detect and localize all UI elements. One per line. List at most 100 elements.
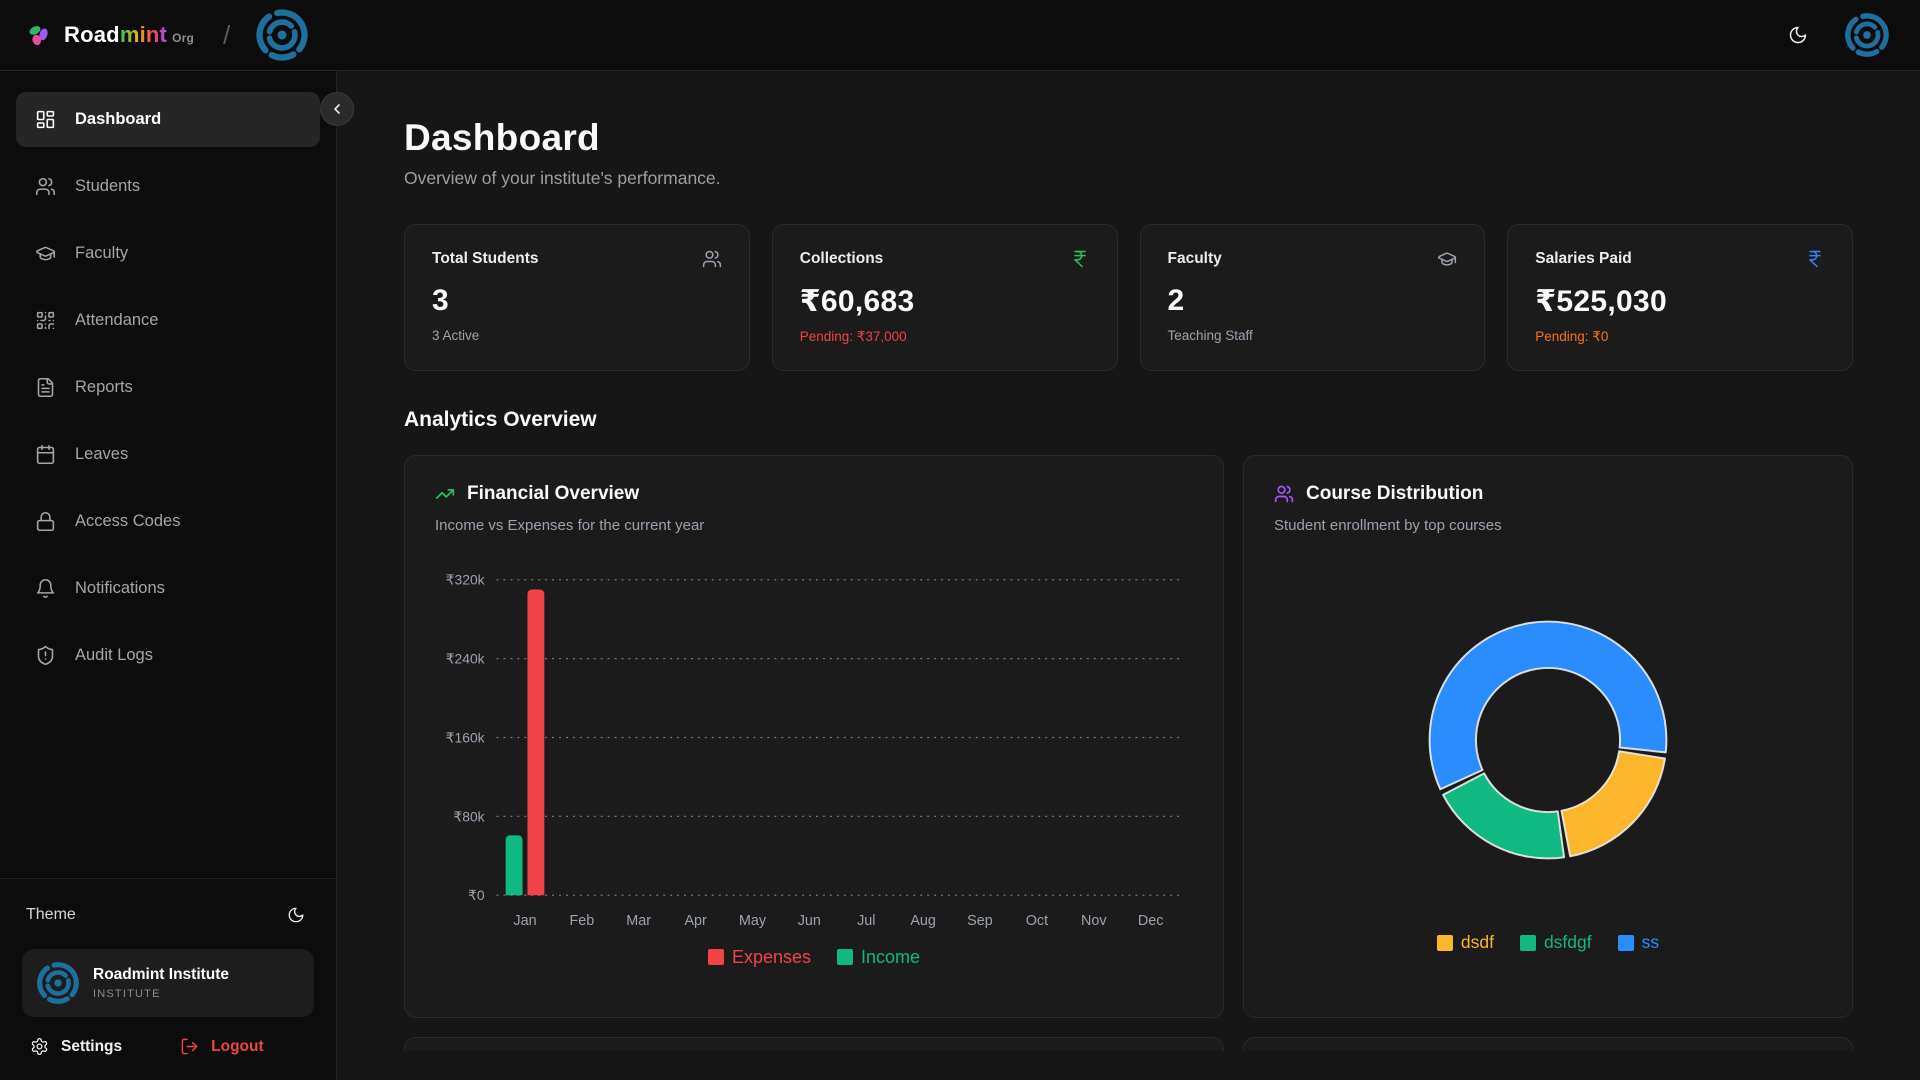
svg-text:Sep: Sep: [967, 913, 993, 929]
stat-value: 2: [1167, 284, 1185, 317]
financial-chart-legend: Expenses Income: [435, 947, 1193, 968]
lock-icon: [35, 511, 56, 532]
graduation-cap-icon: [35, 243, 56, 264]
profile-role: INSTITUTE: [93, 988, 161, 1000]
stat-card-salaries-paid: Salaries Paid ₹525,030 Pending: ₹0: [1507, 224, 1853, 371]
partial-card: [404, 1037, 1224, 1051]
dashboard-grid-icon: [35, 109, 56, 130]
bell-icon: [35, 578, 56, 599]
chart-title: Financial Overview: [467, 483, 640, 504]
sidebar-item-label: Access Codes: [75, 512, 181, 530]
course-distribution-donut-chart: [1428, 620, 1668, 860]
sidebar: Dashboard Students Faculty Attendance Re…: [0, 71, 337, 1080]
stat-value: 3: [432, 284, 449, 317]
stat-label: Collections: [799, 250, 884, 267]
sidebar-item-label: Dashboard: [75, 110, 162, 128]
svg-text:₹160k: ₹160k: [446, 729, 485, 745]
theme-toggle-button[interactable]: [1778, 15, 1818, 55]
rupee-icon: [1805, 249, 1825, 269]
sidebar-footer: Settings Logout: [22, 1037, 314, 1056]
legend-item-dsfdgf[interactable]: dsfdgf: [1519, 932, 1592, 953]
sidebar-item-notifications[interactable]: Notifications: [16, 561, 320, 616]
sidebar-item-label: Leaves: [75, 445, 129, 463]
profile-card[interactable]: Roadmint Institute INSTITUTE: [22, 949, 314, 1017]
svg-text:Oct: Oct: [1026, 913, 1048, 929]
profile-name: Roadmint Institute: [93, 966, 230, 983]
chevron-left-icon: [329, 101, 345, 117]
sidebar-item-dashboard[interactable]: Dashboard: [16, 92, 320, 147]
logout-icon: [180, 1037, 199, 1056]
chart-title: Course Distribution: [1306, 483, 1484, 504]
stat-label: Total Students: [432, 250, 539, 267]
institute-avatar: [36, 961, 80, 1005]
analytics-row: Financial Overview Income vs Expenses fo…: [404, 455, 1853, 1018]
stat-value: ₹525,030: [1535, 285, 1667, 318]
sidebar-item-students[interactable]: Students: [16, 159, 320, 214]
graduation-cap-icon: [1437, 249, 1457, 269]
users-icon: [1274, 484, 1294, 504]
moon-icon: [1788, 25, 1808, 45]
stat-sub: Teaching Staff: [1167, 328, 1253, 343]
users-icon: [702, 249, 722, 269]
stat-card-faculty: Faculty 2 Teaching Staff: [1139, 224, 1486, 371]
svg-text:Feb: Feb: [569, 913, 594, 929]
sidebar-item-label: Faculty: [75, 244, 129, 262]
svg-text:₹320k: ₹320k: [446, 572, 485, 588]
chart-subtitle: Income vs Expenses for the current year: [435, 517, 705, 534]
topbar: Roadmint Org /: [0, 0, 1920, 71]
svg-text:Aug: Aug: [910, 913, 936, 929]
sidebar-item-label: Notifications: [75, 579, 165, 597]
sidebar-item-label: Attendance: [75, 311, 159, 329]
trending-up-icon: [435, 484, 455, 504]
svg-text:Dec: Dec: [1138, 913, 1164, 929]
theme-row: Theme: [22, 899, 314, 929]
theme-label: Theme: [26, 906, 76, 923]
stat-sub: Pending: ₹0: [1535, 329, 1609, 344]
page-subtitle: Overview of your institute's performance…: [404, 168, 721, 188]
stat-card-total-students: Total Students 3 3 Active: [404, 224, 750, 371]
legend-item-expenses[interactable]: Expenses: [707, 947, 811, 968]
main-content: Dashboard Overview of your institute's p…: [337, 71, 1920, 1080]
stat-value: ₹60,683: [799, 285, 915, 318]
institute-logo: [255, 8, 309, 62]
rupee-icon: [1070, 249, 1090, 269]
sidebar-collapse-button[interactable]: [320, 92, 354, 126]
sidebar-item-label: Students: [75, 177, 141, 195]
svg-text:Mar: Mar: [626, 913, 651, 929]
svg-text:Jan: Jan: [513, 913, 536, 929]
legend-item-ss[interactable]: ss: [1617, 932, 1659, 953]
sidebar-item-leaves[interactable]: Leaves: [16, 427, 320, 482]
sidebar-item-audit-logs[interactable]: Audit Logs: [16, 628, 320, 683]
stat-label: Faculty: [1167, 250, 1222, 267]
svg-text:Nov: Nov: [1081, 913, 1107, 929]
sidebar-item-label: Reports: [75, 378, 133, 396]
settings-button[interactable]: Settings: [30, 1037, 122, 1056]
stat-sub: Pending: ₹37,000: [799, 329, 907, 344]
next-row-partial: [404, 1037, 1853, 1051]
analytics-heading: Analytics Overview: [404, 408, 597, 431]
svg-text:Jul: Jul: [857, 913, 875, 929]
sidebar-item-attendance[interactable]: Attendance: [16, 293, 320, 348]
sidebar-bottom: Theme Roadmint Institute INSTITUTE Setti…: [0, 878, 336, 1080]
brand-name: Roadmint Org: [64, 22, 194, 47]
brand: Roadmint Org /: [26, 8, 309, 62]
theme-toggle-sidebar[interactable]: [282, 901, 310, 929]
calendar-icon: [35, 444, 56, 465]
brand-suffix: Org: [172, 31, 194, 45]
partial-card: [1243, 1037, 1853, 1051]
users-icon: [35, 176, 56, 197]
topbar-actions: [1778, 12, 1890, 58]
stat-sub: 3 Active: [432, 328, 480, 343]
sidebar-nav: Dashboard Students Faculty Attendance Re…: [0, 71, 336, 693]
legend-item-dsdf[interactable]: dsdf: [1436, 932, 1494, 953]
sidebar-item-faculty[interactable]: Faculty: [16, 226, 320, 281]
legend-item-income[interactable]: Income: [837, 947, 920, 968]
qr-code-icon: [35, 310, 56, 331]
sidebar-item-reports[interactable]: Reports: [16, 360, 320, 415]
sidebar-item-access-codes[interactable]: Access Codes: [16, 494, 320, 549]
logout-button[interactable]: Logout: [180, 1037, 264, 1056]
file-text-icon: [35, 377, 56, 398]
avatar-institute-logo[interactable]: [1844, 12, 1890, 58]
stat-label: Salaries Paid: [1535, 250, 1632, 267]
course-distribution-card: Course Distribution Student enrollment b…: [1243, 455, 1853, 1018]
